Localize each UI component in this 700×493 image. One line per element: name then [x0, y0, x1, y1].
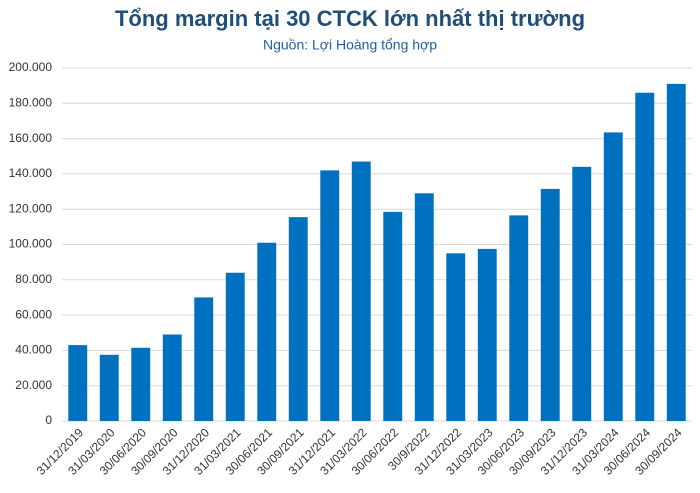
bar [257, 242, 277, 421]
bar [509, 215, 529, 421]
bar [320, 170, 340, 421]
y-tick-label: 120.000 [9, 201, 53, 215]
y-tick-label: 160.000 [9, 131, 53, 145]
bar [446, 253, 466, 421]
bar [414, 193, 434, 421]
bar [540, 188, 560, 421]
bar [603, 132, 623, 422]
y-tick-label: 0 [45, 413, 52, 427]
bar [635, 92, 655, 422]
y-tick-label: 80.000 [15, 272, 52, 286]
bar [99, 354, 119, 421]
bar [162, 334, 182, 421]
bar [288, 217, 308, 421]
y-tick-label: 40.000 [15, 343, 52, 357]
bar [351, 161, 371, 422]
y-tick-label: 140.000 [9, 166, 53, 180]
y-tick-label: 100.000 [9, 237, 53, 251]
bar [477, 248, 497, 421]
bar [383, 211, 403, 421]
y-tick-label: 180.000 [9, 95, 53, 109]
bar [131, 347, 151, 421]
y-tick-label: 200.000 [9, 60, 53, 74]
chart-title: Tổng margin tại 30 CTCK lớn nhất thị trư… [115, 6, 585, 31]
y-tick-label: 60.000 [15, 307, 52, 321]
bar [68, 345, 88, 421]
bar [225, 272, 245, 421]
bar [666, 83, 686, 421]
bar [194, 297, 214, 421]
y-tick-label: 20.000 [15, 378, 52, 392]
chart-subtitle: Nguồn: Lợi Hoàng tổng hợp [263, 37, 437, 53]
bar [572, 166, 592, 421]
